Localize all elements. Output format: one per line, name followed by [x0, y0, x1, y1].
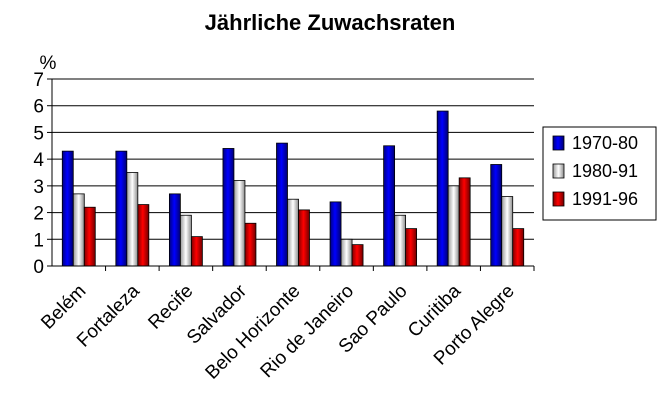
x-tick-label-rio-de-janeiro: Rio de Janeiro — [257, 281, 358, 382]
y-tick-label: 1 — [33, 230, 44, 251]
y-tick-label: 5 — [33, 123, 44, 144]
bar-salvador-1991-96 — [244, 222, 257, 267]
bar-fortaleza-1970-80 — [115, 150, 128, 267]
y-tick-label: 0 — [33, 257, 44, 278]
bar-belem-1980-91 — [72, 193, 85, 267]
bars — [61, 110, 525, 267]
bar-rio-de-janeiro-1991-96 — [351, 244, 364, 267]
bar-rio-de-janeiro-1970-80 — [329, 201, 342, 267]
legend-label-1970-80: 1970-80 — [572, 133, 638, 153]
bar-porto-alegre-1991-96 — [512, 228, 525, 267]
bar-curitiba-1991-96 — [458, 177, 471, 267]
legend-label-1991-96: 1991-96 — [572, 189, 638, 209]
y-tick-label: 3 — [33, 177, 44, 198]
bar-belo-horizonte-1991-96 — [298, 209, 310, 267]
bar-porto-alegre-1980-91 — [501, 196, 514, 267]
bar-recife-1980-91 — [179, 214, 192, 267]
bar-sao-paulo-1991-96 — [405, 228, 418, 267]
bar-belo-horizonte-1970-80 — [276, 142, 288, 267]
y-tick-label: 2 — [33, 204, 44, 225]
bar-salvador-1980-91 — [233, 180, 246, 267]
x-tick-label-belem: Belém — [37, 281, 90, 334]
bar-sao-paulo-1980-91 — [394, 214, 407, 267]
bar-rio-de-janeiro-1980-91 — [340, 238, 353, 267]
legend-swatch-1970-80 — [552, 135, 565, 151]
bar-belem-1970-80 — [61, 150, 74, 267]
y-tick-label: 6 — [33, 97, 44, 118]
bar-curitiba-1970-80 — [436, 110, 449, 267]
axes — [51, 79, 535, 271]
bar-fortaleza-1980-91 — [126, 172, 139, 267]
bar-recife-1970-80 — [168, 193, 181, 267]
bar-fortaleza-1991-96 — [137, 204, 150, 267]
bar-curitiba-1980-91 — [447, 185, 460, 267]
y-tick-labels: 0 1 2 3 4 5 6 7 — [33, 70, 44, 278]
legend-label-1980-91: 1980-91 — [572, 161, 638, 181]
y-tick-label: 7 — [33, 70, 44, 91]
y-axis-label: % — [40, 53, 57, 74]
legend-swatch-1980-91 — [552, 163, 565, 179]
legend: 1970-80 1980-91 1991-96 — [542, 126, 657, 221]
bar-recife-1991-96 — [190, 236, 203, 267]
bar-belo-horizonte-1980-91 — [287, 198, 299, 267]
bar-sao-paulo-1970-80 — [383, 145, 396, 267]
bar-belem-1991-96 — [83, 206, 96, 267]
chart-title: Jährliche Zuwachsraten — [205, 10, 456, 35]
bar-porto-alegre-1970-80 — [490, 164, 503, 267]
legend-swatch-1991-96 — [552, 191, 565, 207]
y-tick-label: 4 — [33, 150, 44, 171]
x-tick-label-belo-horizonte: Belo Horizonte — [202, 281, 305, 384]
bar-salvador-1970-80 — [222, 148, 235, 267]
x-tick-label-recife: Recife — [144, 281, 197, 334]
